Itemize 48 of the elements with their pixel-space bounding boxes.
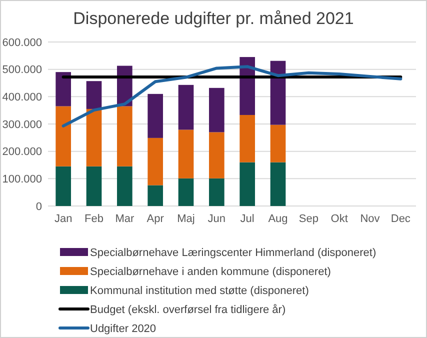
bar bbox=[117, 166, 132, 206]
bar bbox=[148, 185, 163, 206]
y-tick-label: 600.000 bbox=[2, 36, 42, 49]
bar bbox=[56, 106, 71, 166]
x-tick-label: Apr bbox=[146, 213, 164, 225]
bar bbox=[178, 178, 194, 206]
y-tick-label: 100.000 bbox=[2, 174, 42, 186]
bar bbox=[209, 178, 224, 206]
bar bbox=[86, 108, 102, 166]
x-tick-label: Jul bbox=[240, 213, 254, 225]
bar bbox=[148, 94, 163, 138]
bar bbox=[240, 162, 255, 206]
y-tick-label: 200.000 bbox=[2, 146, 42, 158]
bar bbox=[86, 166, 102, 206]
y-tick-label: 500.000 bbox=[2, 64, 42, 76]
bar bbox=[56, 166, 71, 206]
bar bbox=[209, 88, 224, 132]
x-tick-label: Dec bbox=[390, 213, 411, 225]
legend-label: Budget (ekskl. overførsel fra tidligere år) bbox=[90, 304, 286, 316]
y-tick-label: 400.000 bbox=[2, 92, 42, 104]
chart-title: Disponerede udgifter pr. måned 2021 bbox=[73, 9, 354, 28]
legend-label: Kommunal institution med støtte (disponeret) bbox=[90, 284, 309, 297]
legend-label: Specialbørnehave i anden kommune (disponeret) bbox=[90, 266, 331, 278]
x-tick-label: Sep bbox=[298, 213, 318, 225]
x-tick-label: Mar bbox=[115, 213, 134, 225]
legend-label: Udgifter 2020 bbox=[90, 322, 156, 335]
bar bbox=[117, 106, 132, 166]
y-tick-label: 0 bbox=[36, 200, 42, 213]
x-tick-label: Okt bbox=[330, 213, 348, 225]
bar bbox=[270, 162, 286, 206]
x-tick-label: Maj bbox=[177, 213, 195, 225]
x-tick-label: Nov bbox=[360, 213, 380, 225]
bar bbox=[148, 138, 163, 186]
x-tick-label: Feb bbox=[84, 213, 104, 225]
bar bbox=[56, 72, 71, 106]
bar bbox=[209, 132, 224, 178]
legend-label: Specialbørnehave Læringscenter Himmerland (disponeret) bbox=[90, 246, 376, 259]
x-tick-label: Jun bbox=[208, 213, 226, 225]
y-tick-label: 300.000 bbox=[2, 118, 42, 131]
bar bbox=[86, 81, 102, 109]
x-tick-label: Jan bbox=[54, 213, 72, 225]
bar bbox=[240, 114, 255, 162]
bar bbox=[178, 84, 194, 130]
line-series bbox=[62, 65, 402, 128]
bar bbox=[270, 124, 286, 162]
bar bbox=[270, 60, 286, 125]
bar bbox=[178, 130, 194, 178]
x-tick-label: Aug bbox=[268, 213, 288, 225]
